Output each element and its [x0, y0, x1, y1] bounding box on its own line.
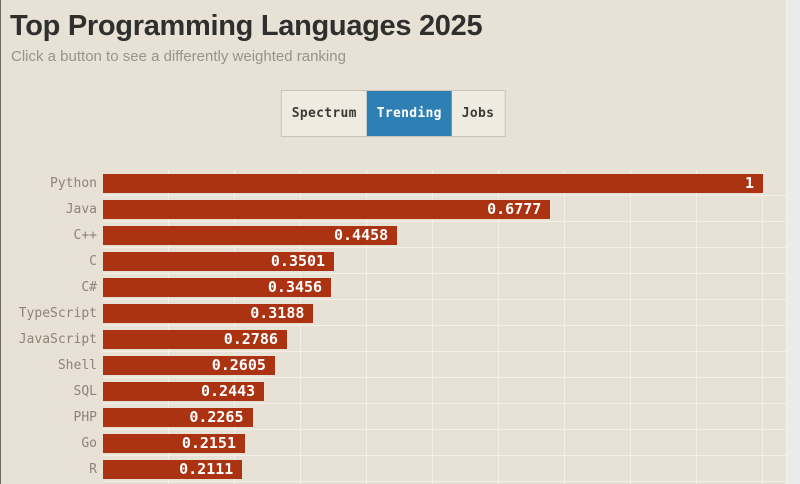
- bar-row: R 0.2111: [0, 456, 786, 482]
- language-bar[interactable]: 0.4458: [103, 225, 398, 245]
- weighting-button-jobs[interactable]: Jobs: [452, 91, 505, 136]
- bar-track: 0.2111: [103, 459, 786, 479]
- bar-track: 0.3188: [103, 303, 786, 323]
- bar-row: JavaScript 0.2786: [0, 326, 786, 352]
- bar-track: 0.4458: [103, 225, 786, 245]
- language-label: SQL: [73, 383, 97, 399]
- weighting-toggle-group: Spectrum Trending Jobs: [280, 90, 506, 137]
- bar-row: Go 0.2151: [0, 430, 786, 456]
- language-bar[interactable]: 0.2265: [103, 407, 253, 427]
- language-bar[interactable]: 0.6777: [103, 199, 551, 219]
- bar-row: PHP 0.2265: [0, 404, 786, 430]
- language-bar[interactable]: 0.2443: [103, 381, 265, 401]
- bar-value-label: 0.3456: [267, 278, 323, 296]
- bar-row: Shell 0.2605: [0, 352, 786, 378]
- bar-value-label: 0.6777: [487, 200, 542, 218]
- bar-row: C# 0.3456: [0, 274, 786, 300]
- bar-row: SQL 0.2443: [0, 378, 786, 404]
- bar-track: 0.3456: [103, 277, 786, 297]
- bar-track: 0.3501: [103, 251, 786, 271]
- bar-track: 0.2786: [103, 329, 786, 349]
- bar-value-label: 0.2111: [179, 460, 234, 478]
- bar-value-label: 0.3188: [250, 304, 305, 322]
- language-bar[interactable]: 0.3456: [103, 277, 332, 297]
- language-label: C++: [73, 227, 97, 243]
- bar-track: 0.2151: [103, 433, 786, 453]
- language-label: TypeScript: [18, 305, 97, 321]
- weighting-button-trending[interactable]: Trending: [366, 91, 452, 136]
- bar-track: 0.2265: [103, 407, 786, 427]
- language-label: PHP: [73, 409, 97, 425]
- bar-track: 0.6777: [103, 199, 786, 219]
- bar-row: Java 0.6777: [0, 196, 786, 222]
- language-bar[interactable]: 0.2111: [103, 459, 243, 479]
- language-label: Python: [50, 175, 97, 191]
- language-label: JavaScript: [18, 331, 97, 347]
- bar-track: 0.2605: [103, 355, 786, 375]
- language-bar[interactable]: 1: [103, 173, 763, 193]
- language-label: Shell: [57, 357, 97, 373]
- bar-chart: Python 1 Java 0.6777 C++ 0.4458 C 0.3501: [0, 170, 786, 484]
- language-label: Java: [65, 201, 97, 217]
- bar-value-label: 0.2443: [201, 382, 256, 400]
- language-bar[interactable]: 0.3188: [103, 303, 314, 323]
- weighting-button-spectrum[interactable]: Spectrum: [282, 91, 367, 136]
- bar-value-label: 1: [744, 174, 754, 192]
- chart-gridlines: [103, 170, 786, 484]
- page-title: Top Programming Languages 2025: [10, 10, 483, 42]
- bar-value-label: 0.3501: [270, 252, 326, 270]
- bar-value-label: 0.4458: [334, 226, 389, 244]
- language-bar[interactable]: 0.2605: [103, 355, 275, 375]
- chart-rows: Python 1 Java 0.6777 C++ 0.4458 C 0.3501: [0, 170, 786, 482]
- bar-row: TypeScript 0.3188: [0, 300, 786, 326]
- language-bar[interactable]: 0.3501: [103, 251, 335, 271]
- language-label: Go: [81, 435, 97, 451]
- bar-value-label: 0.2786: [223, 330, 278, 348]
- bar-value-label: 0.2605: [211, 356, 266, 374]
- page-subtitle: Click a button to see a differently weig…: [11, 48, 346, 65]
- bar-track: 0.2443: [103, 381, 786, 401]
- bar-row: C++ 0.4458: [0, 222, 786, 248]
- bar-row: C 0.3501: [0, 248, 786, 274]
- bar-value-label: 0.2151: [181, 434, 236, 452]
- bar-row: Python 1: [0, 170, 786, 196]
- scrollbar-track[interactable]: [786, 0, 800, 484]
- language-label: R: [89, 461, 97, 477]
- language-bar[interactable]: 0.2786: [103, 329, 287, 349]
- language-label: C: [89, 253, 97, 269]
- bar-track: 1: [103, 173, 786, 193]
- bar-value-label: 0.2265: [189, 408, 244, 426]
- language-label: C#: [81, 279, 97, 295]
- language-bar[interactable]: 0.2151: [103, 433, 245, 453]
- window-left-border: [0, 0, 1, 484]
